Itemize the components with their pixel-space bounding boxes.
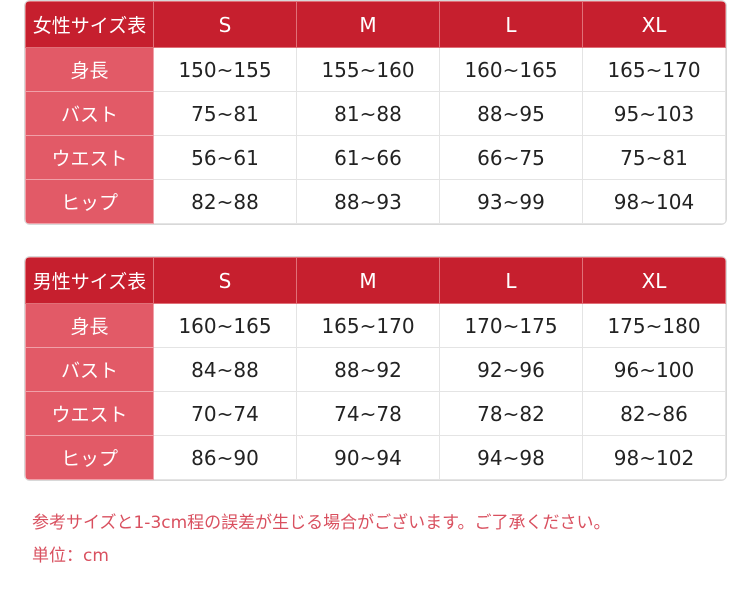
size-header: XL — [582, 1, 726, 48]
size-value: 86~90 — [153, 435, 297, 480]
size-header: XL — [582, 257, 726, 304]
size-value: 165~170 — [582, 47, 726, 92]
table-row: バスト 75~81 81~88 88~95 95~103 — [25, 91, 726, 136]
table-row: ウエスト 56~61 61~66 66~75 75~81 — [25, 135, 726, 180]
size-value: 155~160 — [296, 47, 440, 92]
row-label: ウエスト — [25, 391, 154, 436]
size-header: S — [153, 1, 297, 48]
tolerance-note: 参考サイズと1-3cm程の誤差が生じる場合がございます。ご了承ください。 — [32, 513, 611, 533]
size-value: 160~165 — [439, 47, 583, 92]
size-value: 56~61 — [153, 135, 297, 180]
size-value: 88~92 — [296, 347, 440, 392]
header-row: 男性サイズ表 S M L XL — [25, 257, 726, 304]
size-value: 66~75 — [439, 135, 583, 180]
table-title: 女性サイズ表 — [25, 1, 154, 48]
size-value: 88~93 — [296, 179, 440, 224]
table-row: バスト 84~88 88~92 92~96 96~100 — [25, 347, 726, 392]
row-label: ウエスト — [25, 135, 154, 180]
size-value: 165~170 — [296, 303, 440, 348]
size-value: 95~103 — [582, 91, 726, 136]
unit-note: 単位：cm — [32, 546, 109, 566]
size-value: 61~66 — [296, 135, 440, 180]
size-value: 94~98 — [439, 435, 583, 480]
table-row: ウエスト 70~74 74~78 78~82 82~86 — [25, 391, 726, 436]
row-label: ヒップ — [25, 435, 154, 480]
size-header: L — [439, 1, 583, 48]
size-value: 170~175 — [439, 303, 583, 348]
size-value: 98~104 — [582, 179, 726, 224]
size-value: 78~82 — [439, 391, 583, 436]
size-header: L — [439, 257, 583, 304]
size-value: 82~88 — [153, 179, 297, 224]
size-value: 96~100 — [582, 347, 726, 392]
size-value: 160~165 — [153, 303, 297, 348]
table-row: ヒップ 82~88 88~93 93~99 98~104 — [25, 179, 726, 224]
size-value: 84~88 — [153, 347, 297, 392]
size-value: 75~81 — [153, 91, 297, 136]
size-value: 175~180 — [582, 303, 726, 348]
women-size-table: 女性サイズ表 S M L XL 身長 150~155 155~160 160~165 165~17… — [24, 0, 727, 225]
size-value: 82~86 — [582, 391, 726, 436]
size-value: 75~81 — [582, 135, 726, 180]
row-label: バスト — [25, 91, 154, 136]
row-label: 身長 — [25, 47, 154, 92]
table-title: 男性サイズ表 — [25, 257, 154, 304]
size-value: 150~155 — [153, 47, 297, 92]
table-row: 身長 160~165 165~170 170~175 175~180 — [25, 303, 726, 348]
size-header: M — [296, 1, 440, 48]
size-value: 70~74 — [153, 391, 297, 436]
size-value: 93~99 — [439, 179, 583, 224]
header-row: 女性サイズ表 S M L XL — [25, 1, 726, 48]
size-value: 74~78 — [296, 391, 440, 436]
row-label: バスト — [25, 347, 154, 392]
size-header: M — [296, 257, 440, 304]
row-label: 身長 — [25, 303, 154, 348]
size-value: 98~102 — [582, 435, 726, 480]
table-row: 身長 150~155 155~160 160~165 165~170 — [25, 47, 726, 92]
row-label: ヒップ — [25, 179, 154, 224]
size-header: S — [153, 257, 297, 304]
table-row: ヒップ 86~90 90~94 94~98 98~102 — [25, 435, 726, 480]
size-value: 88~95 — [439, 91, 583, 136]
size-value: 92~96 — [439, 347, 583, 392]
size-value: 90~94 — [296, 435, 440, 480]
men-size-table: 男性サイズ表 S M L XL 身長 160~165 165~170 170~175 175~18… — [24, 256, 727, 481]
size-value: 81~88 — [296, 91, 440, 136]
